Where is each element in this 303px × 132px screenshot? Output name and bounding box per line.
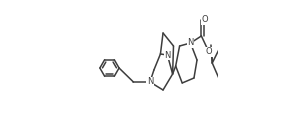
Text: N: N bbox=[187, 39, 194, 48]
Text: N: N bbox=[164, 51, 171, 60]
Text: O: O bbox=[202, 15, 208, 25]
Text: O: O bbox=[206, 48, 212, 56]
Text: N: N bbox=[147, 77, 153, 86]
